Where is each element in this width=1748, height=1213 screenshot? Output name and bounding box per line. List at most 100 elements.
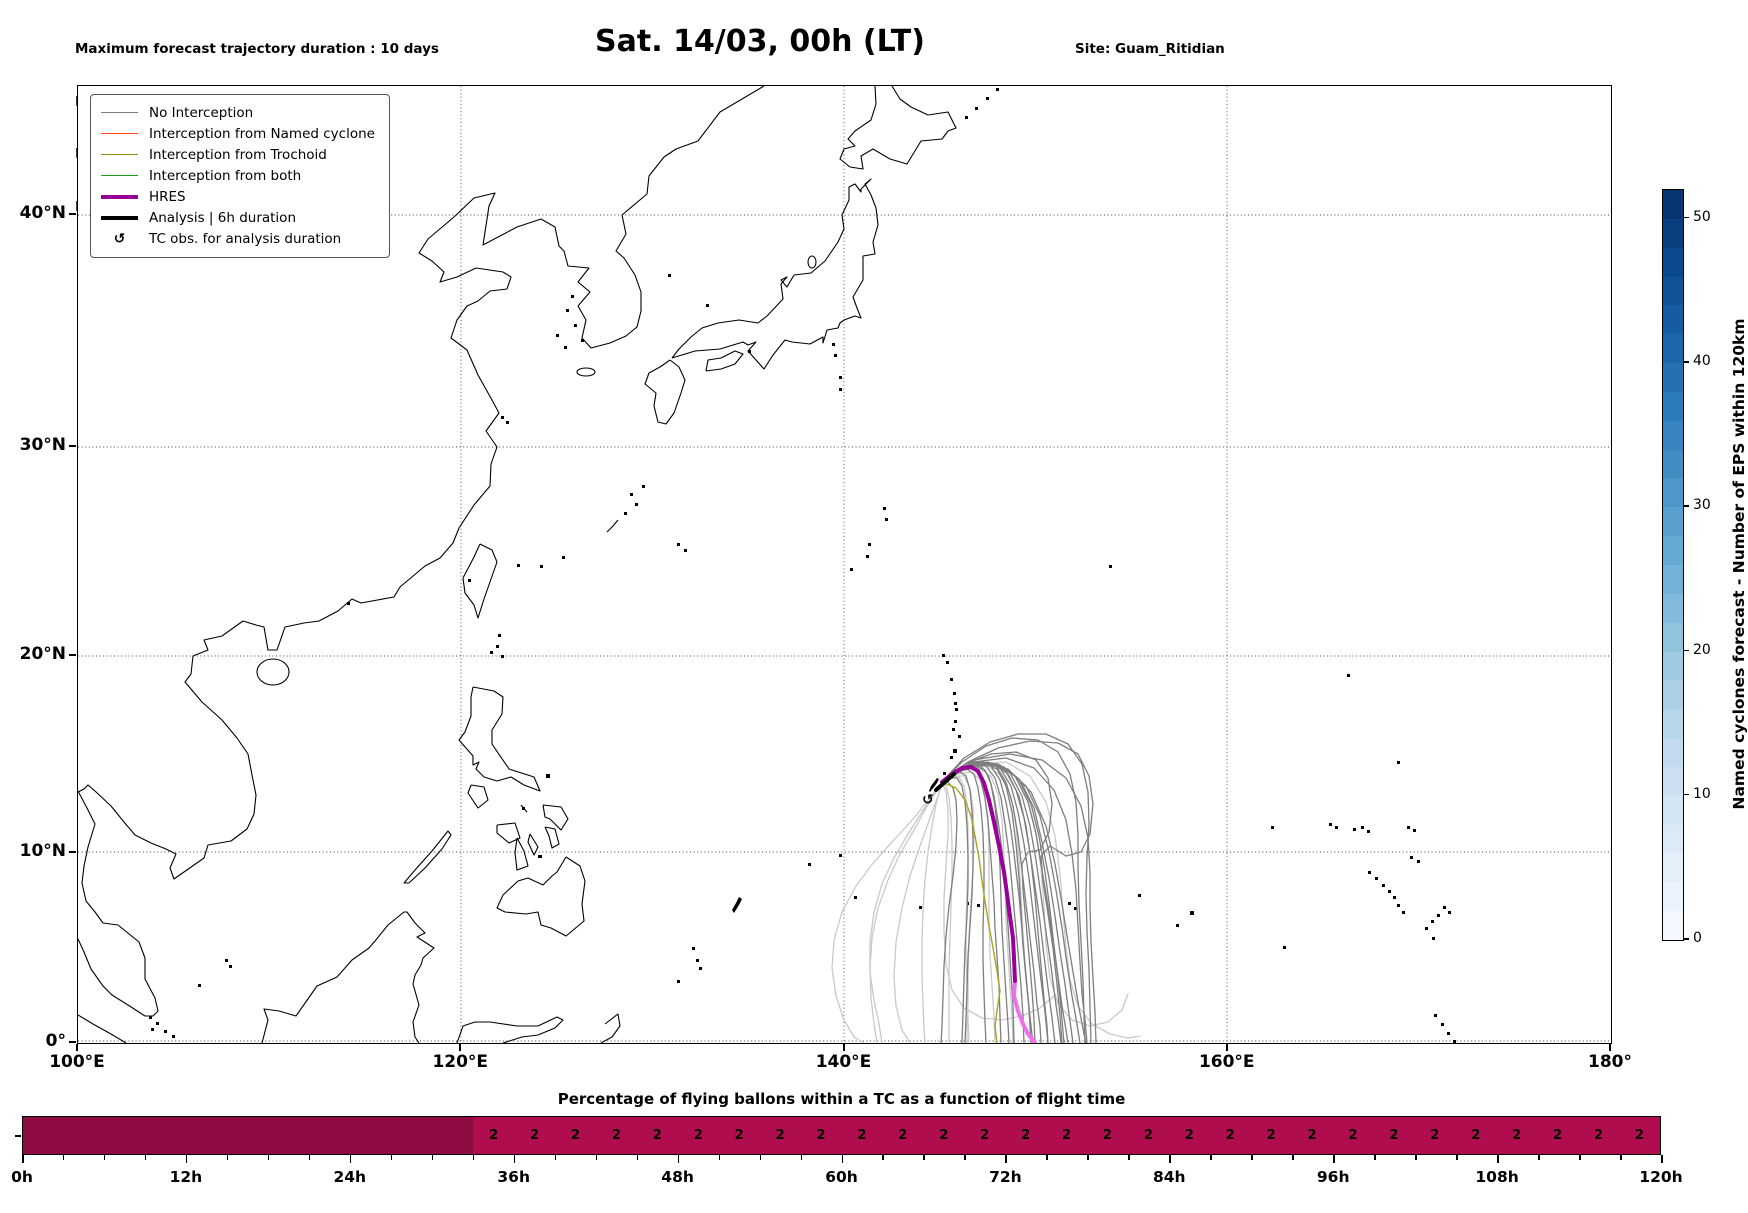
coast-sulawesi (456, 1016, 564, 1043)
orangered-line-swatch (101, 132, 138, 135)
strip-cell: 2 (1209, 1117, 1251, 1154)
eps-trajectory-no-interception (941, 768, 987, 1043)
strip-cell: 2 (1291, 1117, 1333, 1154)
strip-cell: 2 (1168, 1117, 1210, 1154)
strip-time-label: 24h (333, 1168, 367, 1186)
strip-tick (677, 1155, 680, 1163)
strip-cell: 2 (554, 1117, 596, 1154)
colorbar-step (1663, 911, 1683, 940)
eps-trajectory-old (831, 781, 943, 1043)
colorbar-step (1663, 247, 1683, 277)
legend-label: Interception from both (149, 167, 302, 184)
tc-obs-marker: ↺ (922, 792, 934, 808)
strip-y-tick (15, 1135, 21, 1137)
strip-time-label: 60h (825, 1168, 858, 1186)
colorbar-step (1663, 564, 1683, 594)
strip-tick (1620, 1155, 1622, 1160)
legend-item: Interception from both (101, 165, 375, 186)
x-axis-tick (459, 1044, 462, 1051)
eps-trajectory-no-interception (941, 763, 1074, 1043)
strip-tick (1374, 1155, 1376, 1160)
coast-borneo (261, 911, 435, 1043)
colorbar-step (1663, 334, 1683, 364)
strip-tick (390, 1155, 393, 1160)
strip-cell: 2 (923, 1117, 965, 1154)
y-axis-label: 0° (45, 1031, 66, 1051)
strip-cell: 2 (1618, 1117, 1660, 1154)
colorbar-tick-label: 30 (1693, 497, 1711, 514)
strip-time-label: 108h (1475, 1168, 1519, 1186)
coast-sumatra (78, 1014, 127, 1043)
strip-tick (22, 1155, 24, 1163)
strip-tick (472, 1155, 475, 1160)
map-canvas: ↺ (78, 86, 1611, 1043)
eps-trajectory-old (869, 781, 943, 1043)
eps-trajectory-no-interception (940, 781, 958, 1043)
strip-cell: 2 (718, 1117, 760, 1154)
coast-luzon (458, 686, 541, 792)
strip-tick (349, 1155, 352, 1163)
strip-time-label: 120h (1639, 1168, 1683, 1186)
y-axis-label: 40°N (19, 202, 66, 223)
legend-item: Analysis | 6h duration (101, 207, 375, 228)
colorbar-tick (1684, 361, 1689, 363)
legend-label: Analysis | 6h duration (149, 209, 296, 226)
strip-tick (267, 1155, 270, 1160)
x-axis-label: 120°E (432, 1052, 489, 1072)
strip-cell: 2 (1414, 1117, 1456, 1154)
y-axis-label: 20°N (19, 644, 66, 665)
legend-item: Interception from Named cyclone (101, 123, 375, 144)
x-axis-tick (76, 1044, 78, 1051)
strip-title: Percentage of flying ballons within a TC… (557, 1090, 1126, 1108)
figure-title: Sat. 14/03, 00h (LT) (595, 24, 925, 59)
colorbar-step (1663, 305, 1683, 335)
y-axis-tick (69, 850, 76, 853)
strip-time-axis (22, 1155, 1663, 1167)
coast-mindoro (467, 784, 489, 809)
colorbar-tick (1684, 938, 1689, 940)
eps-trajectory-no-interception (941, 771, 974, 1043)
coast-halmahera (600, 1013, 621, 1043)
strip-tick (1128, 1155, 1130, 1160)
strip-cell (391, 1117, 433, 1154)
colorbar-tick-label: 0 (1693, 930, 1702, 946)
strip-cell: 2 (514, 1117, 555, 1154)
coast-jeju (576, 367, 596, 377)
colorbar-step (1663, 651, 1683, 681)
coast-mindanao (496, 856, 586, 937)
strip-time-label: 96h (1316, 1168, 1350, 1186)
strip-tick (226, 1155, 229, 1160)
colorbar-step (1663, 507, 1683, 537)
strip-tick (1251, 1155, 1253, 1160)
coast-japan-shikoku (705, 350, 744, 372)
strip-tick (1046, 1155, 1048, 1160)
strip-tick (800, 1155, 803, 1160)
strip-tick (144, 1155, 147, 1160)
strip-time-label: 12h (169, 1168, 203, 1186)
y-axis-tick (69, 212, 76, 215)
eps-trajectory-old (941, 781, 1055, 1021)
guam-island (929, 778, 939, 792)
colorbar-step (1663, 795, 1683, 825)
eps-trajectory-no-interception (941, 762, 1081, 1043)
coast-cebu (527, 833, 539, 856)
strip-cell: 2 (1086, 1117, 1128, 1154)
green-line-swatch (101, 174, 138, 177)
strip-time-label: 48h (661, 1168, 694, 1186)
y-axis-tick (69, 444, 76, 447)
colorbar-tick-label: 20 (1693, 641, 1711, 658)
hres-trajectory (940, 765, 1017, 983)
colorbar-step (1663, 218, 1683, 248)
strip-cell: 2 (1373, 1117, 1415, 1154)
eps-trajectory-no-interception (941, 737, 1086, 1043)
colorbar-step (1663, 622, 1683, 652)
strip-cell: 2 (841, 1117, 883, 1154)
eps-trajectory-no-interception (941, 733, 1092, 1043)
eps-trajectory-old (941, 776, 970, 1043)
strip-tick (1333, 1155, 1335, 1163)
strip-tick (1005, 1155, 1007, 1163)
strip-cell (432, 1117, 474, 1154)
strip-time-label: 72h (989, 1168, 1022, 1186)
eps-trajectory-no-interception (941, 751, 1053, 1043)
strip-tick (1497, 1155, 1499, 1163)
